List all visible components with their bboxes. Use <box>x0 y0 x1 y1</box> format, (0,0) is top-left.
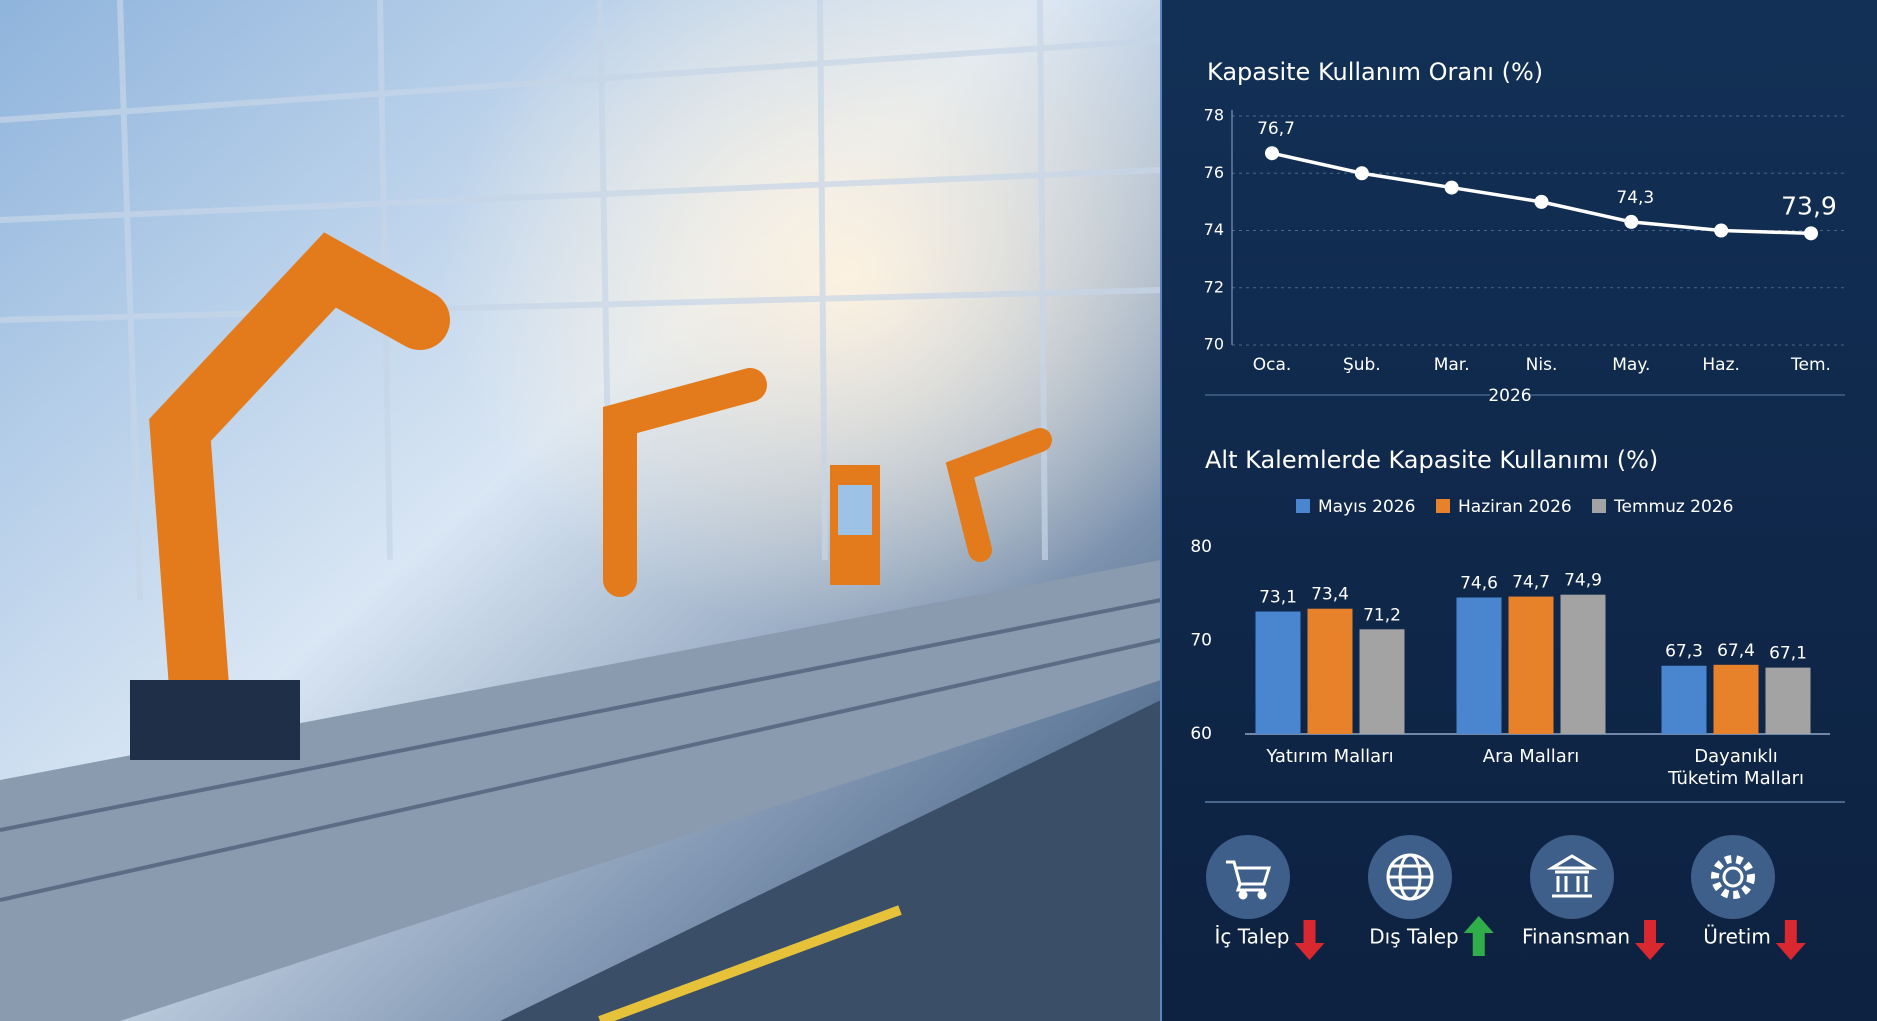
line-point <box>1265 146 1279 161</box>
trend-arrow <box>1775 920 1806 960</box>
trend-arrow <box>1294 920 1325 960</box>
y-tick-label: 76 <box>1204 163 1224 182</box>
y-tick-label: 74 <box>1204 220 1224 239</box>
line-point <box>1534 194 1549 209</box>
legend-swatch <box>1296 499 1310 513</box>
data-label: 74,9 <box>1564 571 1602 591</box>
y-tick-label: 70 <box>1190 631 1212 651</box>
line-point <box>1354 166 1369 181</box>
bar <box>1508 596 1554 734</box>
indicator-label: Üretim <box>1703 925 1771 949</box>
data-label: 74,3 <box>1616 188 1654 208</box>
data-label: 74,7 <box>1512 573 1550 593</box>
x-tick-label: Ara Malları <box>1483 746 1579 767</box>
bar <box>1713 664 1759 734</box>
data-label: 74,6 <box>1460 573 1498 593</box>
data-label: 73,4 <box>1311 585 1349 605</box>
legend-label: Temmuz 2026 <box>1613 497 1733 517</box>
line-point <box>1804 226 1818 241</box>
bar <box>1765 667 1811 734</box>
y-tick-label: 72 <box>1204 277 1224 296</box>
data-label: 67,1 <box>1769 644 1807 664</box>
bar <box>1359 629 1405 734</box>
data-label: 67,3 <box>1665 642 1703 662</box>
line-point <box>1624 214 1639 229</box>
legend-swatch <box>1592 499 1606 513</box>
data-label: 73,1 <box>1259 588 1297 608</box>
y-tick-label: 78 <box>1204 106 1224 125</box>
trend-arrow <box>1463 916 1494 956</box>
x-tick-label: Oca. <box>1253 355 1292 375</box>
bar <box>1661 665 1707 734</box>
chart-title: Alt Kalemlerde Kapasite Kullanımı (%) <box>1205 446 1658 474</box>
data-label: 76,7 <box>1257 119 1295 139</box>
x-tick-label: Yatırım Malları <box>1265 746 1393 767</box>
bar <box>1255 611 1301 734</box>
indicator-label: İç Talep <box>1215 925 1290 949</box>
bar <box>1560 594 1606 734</box>
legend-swatch <box>1436 499 1450 513</box>
data-label: 73,9 <box>1781 191 1837 220</box>
x-tick-label: Dayanıklı Tüketim Malları <box>1667 746 1804 789</box>
data-label: 67,4 <box>1717 641 1755 661</box>
bar <box>1456 597 1502 734</box>
bar <box>1307 608 1353 734</box>
chart-title: Kapasite Kullanım Oranı (%) <box>1207 58 1543 86</box>
icons <box>1206 835 1775 919</box>
x-axis-label: 2026 <box>1488 386 1531 406</box>
y-tick-label: 80 <box>1190 537 1212 557</box>
y-tick-label: 60 <box>1190 724 1212 744</box>
x-tick-label: May. <box>1612 355 1650 375</box>
x-tick-label: Haz. <box>1702 355 1740 375</box>
indicator-label: Finansman <box>1522 925 1630 949</box>
factory-photo <box>0 0 1162 1021</box>
line-point <box>1444 180 1459 195</box>
indicator-label: Dış Talep <box>1369 925 1458 949</box>
legend-label: Haziran 2026 <box>1458 497 1572 517</box>
x-tick-label: Tem. <box>1790 355 1831 375</box>
trend-arrow <box>1635 920 1666 960</box>
legend-label: Mayıs 2026 <box>1318 497 1415 517</box>
x-tick-label: Mar. <box>1434 355 1470 375</box>
data-label: 71,2 <box>1363 605 1401 625</box>
x-tick-label: Şub. <box>1343 355 1381 375</box>
x-tick-label: Nis. <box>1526 355 1558 375</box>
y-tick-label: 70 <box>1204 335 1224 354</box>
line-point <box>1714 223 1729 238</box>
